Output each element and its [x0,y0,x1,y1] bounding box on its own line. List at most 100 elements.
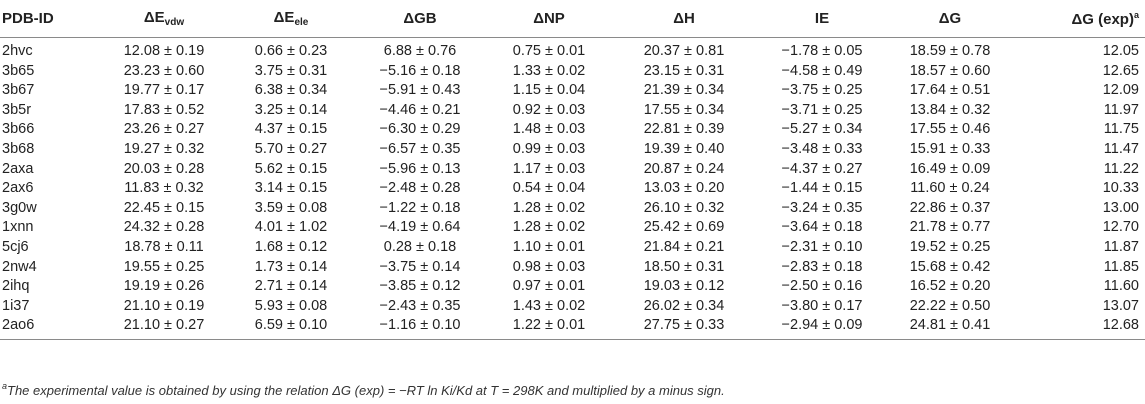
table-cell: 0.28 ± 0.18 [383,238,457,255]
table-cell: −3.71 ± 0.25 [781,101,863,118]
table-cell: 25.42 ± 0.69 [643,219,725,236]
table-cell: 13.03 ± 0.20 [643,180,725,197]
table-cell: −1.22 ± 0.18 [379,199,461,216]
table-cell: −3.48 ± 0.33 [781,140,863,157]
table-cell: 11.97 [1103,101,1139,118]
pdb-id-cell: 3b5r [2,101,32,118]
table-cell: 18.50 ± 0.31 [643,258,725,275]
pdb-id-cell: 2ihq [2,278,30,295]
table-cell: 18.59 ± 0.78 [909,43,991,59]
table-cell: −2.48 ± 0.28 [379,180,461,197]
header-delta-e-vdw: ΔEvdw [96,0,232,38]
table-row: 5cj6 18.78 ± 0.11 1.68 ± 0.12 0.28 ± 0.18 1.… [0,238,1145,258]
table-row: 1xnn 24.32 ± 0.28 4.01 ± 1.02 −4.19 ± 0.64 1… [0,218,1145,238]
table-cell: 1.43 ± 0.02 [512,297,586,314]
table-cell: −1.78 ± 0.05 [781,43,863,59]
table-cell: −5.96 ± 0.13 [379,160,461,177]
table-cell: 1.10 ± 0.01 [512,238,586,255]
pdb-id-cell: 2ao6 [0,316,96,340]
header-delta-e-vdw-subscript: vdw [164,17,185,28]
table-cell: 13.07 [1102,297,1139,314]
table-row: 3g0w 22.45 ± 0.15 3.59 ± 0.08 −1.22 ± 0.18 1… [0,199,1145,219]
table-cell: −3.80 ± 0.17 [781,297,863,314]
table-cell: −2.83 ± 0.18 [781,258,863,275]
table-cell: 3.14 ± 0.15 [254,180,328,197]
table-row: 2hvc 12.08 ± 0.19 0.66 ± 0.23 6.88 ± 0.76 0.… [0,38,1145,62]
table-row: 2ax6 11.83 ± 0.32 3.14 ± 0.15 −2.48 ± 0.28 0… [0,179,1145,199]
table-cell: −5.91 ± 0.43 [379,82,461,99]
table-cell: 17.55 ± 0.34 [643,101,725,118]
pdb-id-cell: 1xnn [2,219,34,236]
pdb-id-cell: 5cj6 [2,238,29,255]
table-cell: 17.55 ± 0.46 [909,121,991,138]
table-cell: 17.83 ± 0.52 [123,101,205,118]
table-cell: 18.57 ± 0.60 [909,62,991,79]
table-cell: −1.16 ± 0.10 [350,316,490,340]
table-cell: 12.08 ± 0.19 [123,43,205,59]
table-cell: 18.78 ± 0.11 [124,238,204,255]
table-cell: 0.97 ± 0.01 [512,278,586,295]
table-footnote: aThe experimental value is obtained by u… [2,381,725,398]
header-delta-h-label: ΔH [673,10,695,27]
table-cell: 12.65 [1102,62,1139,79]
table-cell: 26.02 ± 0.34 [643,297,725,314]
table-cell: 22.45 ± 0.15 [123,199,205,216]
table-cell: 13.84 ± 0.32 [909,101,991,118]
table-cell: 0.54 ± 0.04 [512,180,586,197]
table-cell: 10.33 [1102,180,1139,197]
header-pdb-id: PDB-ID [0,0,96,38]
table-cell: 0.92 ± 0.03 [512,101,586,118]
table-cell: 6.88 ± 0.76 [383,43,457,59]
table-cell: 5.62 ± 0.15 [254,160,328,177]
header-delta-gb-label: ΔGB [403,10,437,27]
table-cell: 1.28 ± 0.02 [512,199,586,216]
table-cell: 12.05 [1102,43,1139,59]
table-cell: −4.58 ± 0.49 [781,62,863,79]
pdb-id-cell: 2axa [2,160,34,177]
table-cell: 1.22 ± 0.01 [490,316,608,340]
footnote-marker: a [2,381,8,391]
table-cell: 21.78 ± 0.77 [909,219,991,236]
table-cell: −3.75 ± 0.25 [781,82,863,99]
header-delta-e-vdw-label: ΔE [143,9,165,26]
table-cell: −2.50 ± 0.16 [781,278,863,295]
pdb-id-cell: 3b65 [2,62,35,79]
pdb-id-cell: 3b66 [2,121,35,138]
table-cell: 26.10 ± 0.32 [643,199,725,216]
header-delta-g-exp-superscript: a [1133,9,1139,20]
table-cell: 0.75 ± 0.01 [512,43,586,59]
table-cell: 19.55 ± 0.25 [123,258,205,275]
table-cell: −6.57 ± 0.35 [379,140,461,157]
table-cell: 0.98 ± 0.03 [512,258,586,275]
table-cell: 1.33 ± 0.02 [512,62,586,79]
header-delta-g-exp-label: ΔG (exp) [1071,10,1134,28]
header-delta-e-ele-label: ΔE [273,9,295,26]
table-row: 3b67 19.77 ± 0.17 6.38 ± 0.34 −5.91 ± 0.43 1… [0,81,1145,101]
table-cell: 12.68 [1016,316,1145,340]
table-cell: 6.59 ± 0.10 [232,316,350,340]
table-row: 3b66 23.26 ± 0.27 4.37 ± 0.15 −6.30 ± 0.29 1… [0,120,1145,140]
table-cell: −3.24 ± 0.35 [781,199,863,216]
table-cell: 20.03 ± 0.28 [123,160,205,177]
table-cell: 11.60 [1103,278,1139,295]
footnote-text: The experimental value is obtained by us… [7,383,725,398]
header-delta-e-ele: ΔEele [232,0,350,38]
header-delta-g-exp: ΔG (exp)a [1016,0,1145,38]
pdb-id-cell: 3g0w [2,199,37,216]
table-cell: 24.81 ± 0.41 [884,316,1016,340]
table-cell: 11.60 ± 0.24 [910,180,990,197]
header-delta-g: ΔG [884,0,1016,38]
header-delta-e-ele-subscript: ele [294,17,309,28]
table-cell: 11.87 [1103,238,1139,255]
table-cell: 1.28 ± 0.02 [512,219,586,236]
table-cell: 20.87 ± 0.24 [643,160,725,177]
pdb-id-cell: 1i37 [2,297,30,314]
table-cell: 5.70 ± 0.27 [254,140,328,157]
table-row: 3b68 19.27 ± 0.32 5.70 ± 0.27 −6.57 ± 0.35 0… [0,140,1145,160]
table-cell: 1.73 ± 0.14 [254,258,328,275]
table-row: 3b65 23.23 ± 0.60 3.75 ± 0.31 −5.16 ± 0.18 1… [0,62,1145,82]
binding-energy-table: PDB-ID ΔEvdw ΔEele ΔGB ΔNP ΔH IE ΔG ΔG (exp)a 2h… [0,0,1145,340]
table-cell: 11.83 ± 0.32 [124,180,204,197]
table-cell: 23.15 ± 0.31 [643,62,725,79]
